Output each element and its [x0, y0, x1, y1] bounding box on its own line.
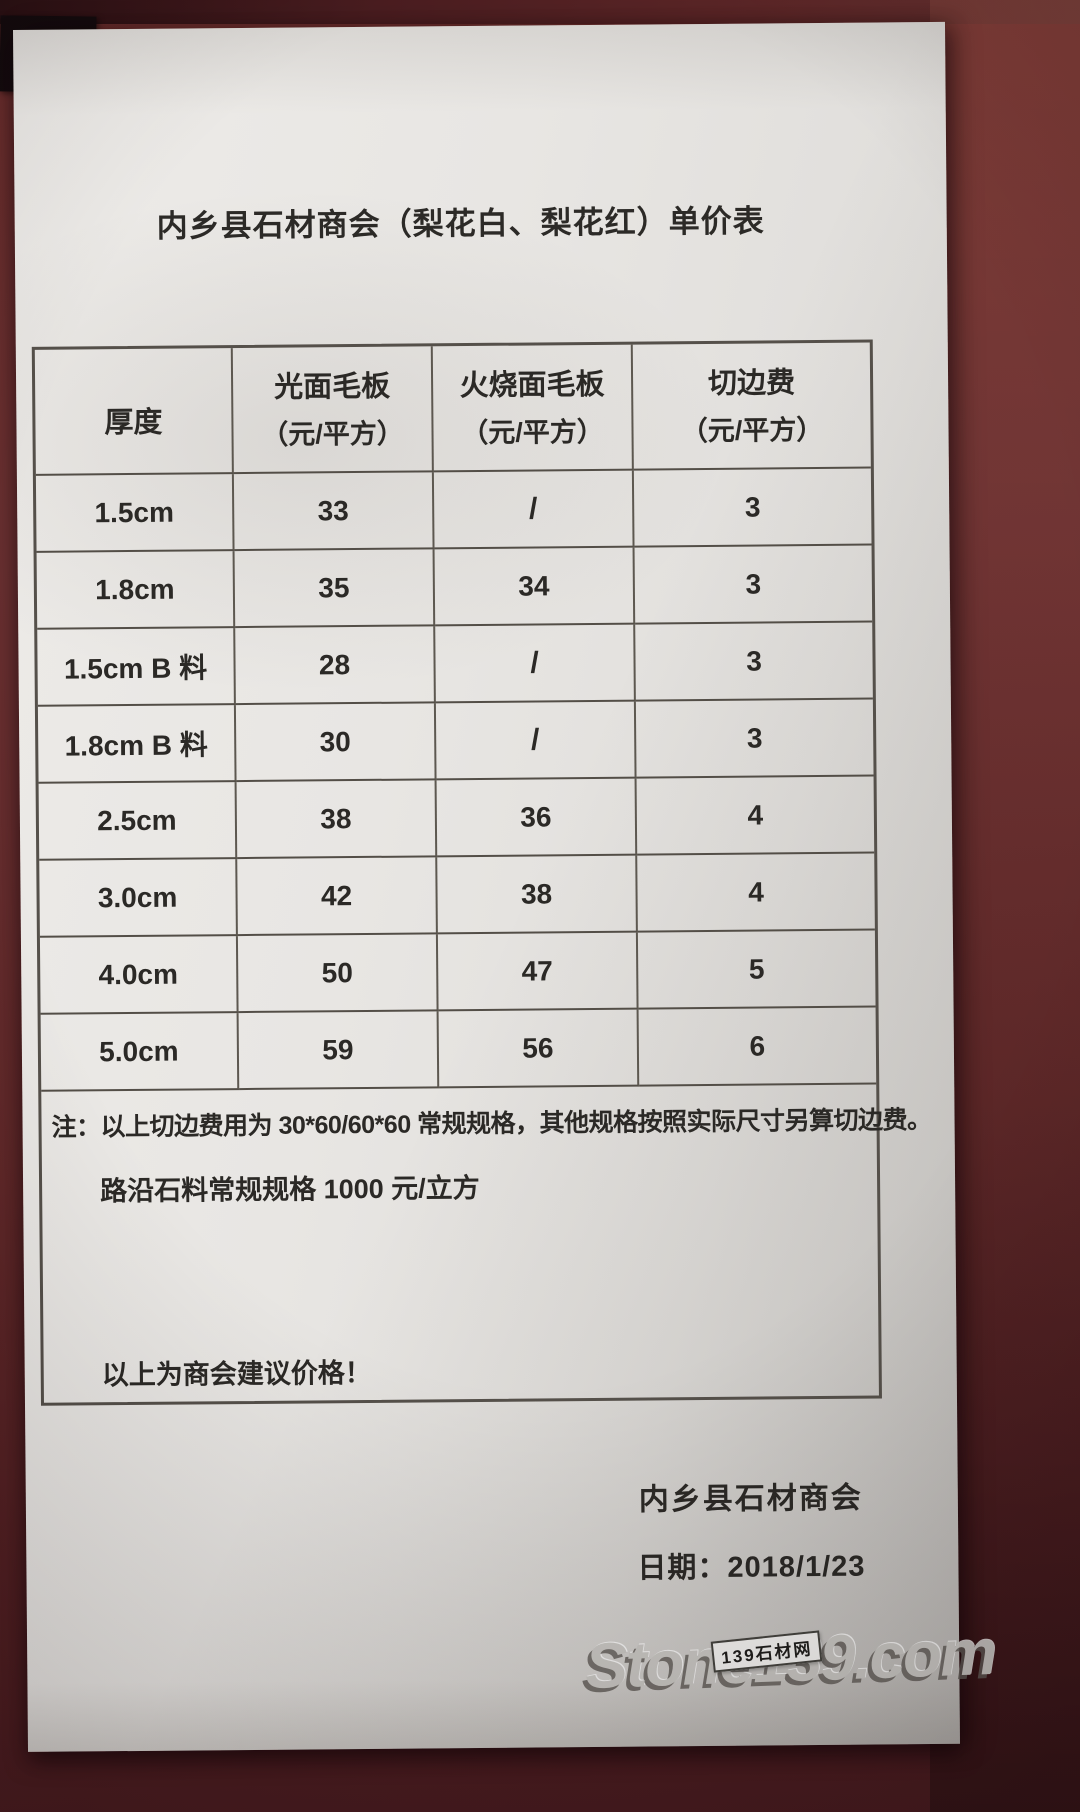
cell-polished-price: 30 [235, 703, 437, 783]
cell-cutting-fee: 5 [637, 930, 876, 1010]
cell-flamed-price: 38 [437, 855, 638, 935]
signature-organization: 内乡县石材商会 [638, 1481, 863, 1517]
cell-flamed-price: 47 [437, 932, 639, 1012]
header-label: 光面毛板 [273, 370, 391, 404]
paper-sheet: 内乡县石材商会（梨花白、梨花红）单价表 厚度 光面毛板 （元/平方） 火烧面毛板… [13, 21, 960, 1752]
cell-flamed-price: / [435, 624, 636, 704]
signature-block: 内乡县石材商会 日期：2018/1/23 [601, 1472, 902, 1587]
header-unit: （元/平方） [680, 415, 824, 447]
cell-thickness: 4.0cm [39, 936, 239, 1015]
desk-top-shadow [0, 0, 1080, 24]
note-suggested-price: 以上为商会建议价格！ [101, 1357, 372, 1391]
col-header-polished: 光面毛板 （元/平方） [232, 346, 434, 475]
cell-cutting-fee: 4 [636, 776, 875, 856]
cell-thickness: 1.8cm [36, 551, 236, 630]
cell-flamed-price: / [433, 470, 635, 550]
notes-box: 注：以上切边费用为 30*60/60*60 常规规格，其他规格按照实际尺寸另算切… [41, 1085, 931, 1403]
cell-thickness: 1.5cm B 料 [37, 628, 236, 707]
header-unit: （元/平方） [461, 417, 604, 449]
cell-cutting-fee: 3 [635, 699, 874, 779]
header-label: 厚度 [104, 406, 163, 440]
header-unit: （元/平方） [261, 418, 404, 451]
cell-flamed-price: 34 [434, 547, 636, 627]
header-label: 火烧面毛板 [459, 368, 605, 402]
cell-thickness: 5.0cm [40, 1013, 240, 1092]
cell-thickness: 3.0cm [39, 859, 238, 938]
cell-polished-price: 28 [235, 626, 436, 706]
cell-flamed-price: 36 [436, 778, 638, 858]
cell-cutting-fee: 3 [633, 468, 872, 548]
cell-flamed-price: 56 [438, 1009, 640, 1089]
col-header-thickness: 厚度 [34, 348, 234, 476]
cell-polished-price: 50 [237, 934, 439, 1014]
cell-thickness: 1.8cm B 料 [37, 705, 237, 784]
document-title: 内乡县石材商会（梨花白、梨花红）单价表 [156, 203, 765, 244]
cell-cutting-fee: 3 [635, 622, 873, 702]
cell-polished-price: 42 [237, 857, 438, 937]
price-table: 厚度 光面毛板 （元/平方） 火烧面毛板 （元/平方） 切边费 （元/平方） 1… [31, 339, 932, 1406]
cell-polished-price: 33 [233, 472, 435, 552]
cell-flamed-price: / [435, 701, 637, 781]
cell-polished-price: 59 [238, 1011, 440, 1091]
note-cutting-fee-spec: 注：以上切边费用为 30*60/60*60 常规规格，其他规格按照实际尺寸另算切… [51, 1106, 932, 1142]
cell-polished-price: 35 [234, 549, 436, 629]
col-header-cutting-fee: 切边费 （元/平方） [632, 342, 871, 471]
header-label: 切边费 [707, 366, 796, 400]
note-curb-stone-price: 路沿石料常规规格 1000 元/立方 [100, 1172, 480, 1207]
cell-thickness: 2.5cm [38, 782, 238, 861]
signature-date: 日期：2018/1/23 [637, 1550, 866, 1585]
col-header-flamed: 火烧面毛板 （元/平方） [432, 344, 634, 473]
cell-cutting-fee: 3 [634, 545, 873, 625]
cell-cutting-fee: 4 [637, 853, 875, 933]
cell-polished-price: 38 [236, 780, 438, 860]
cell-thickness: 1.5cm [35, 474, 235, 553]
cell-cutting-fee: 6 [638, 1007, 877, 1087]
